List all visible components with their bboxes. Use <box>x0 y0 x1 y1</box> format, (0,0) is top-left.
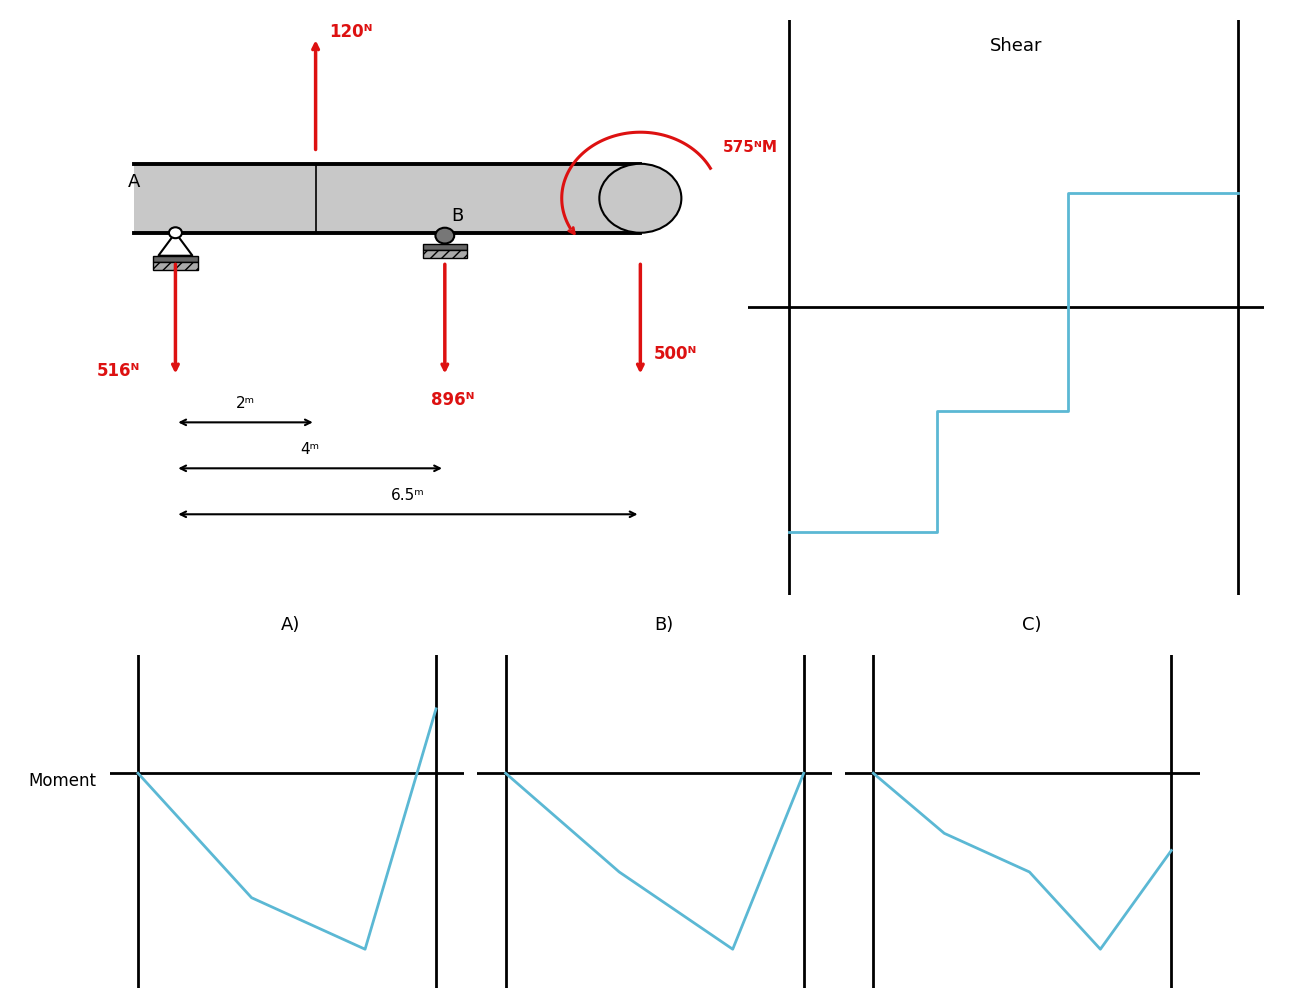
Text: Moment: Moment <box>28 772 97 790</box>
Text: 896ᴺ: 896ᴺ <box>431 391 475 409</box>
Text: A: A <box>128 172 139 191</box>
Text: A): A) <box>280 616 301 634</box>
Bar <box>154 262 197 270</box>
Bar <box>154 256 197 262</box>
Text: 516ᴺ: 516ᴺ <box>97 363 141 380</box>
Bar <box>423 244 467 250</box>
Text: 120ᴺ: 120ᴺ <box>329 23 373 41</box>
Text: 6.5ᵐ: 6.5ᵐ <box>391 488 424 503</box>
Text: 500ᴺ: 500ᴺ <box>654 345 698 363</box>
Text: 2ᵐ: 2ᵐ <box>236 396 255 411</box>
Circle shape <box>600 163 681 233</box>
Text: Shear: Shear <box>991 37 1042 55</box>
Text: B: B <box>451 208 464 225</box>
Polygon shape <box>159 233 192 256</box>
Text: 4ᵐ: 4ᵐ <box>301 442 320 457</box>
Bar <box>423 250 467 258</box>
Text: C): C) <box>1022 616 1042 634</box>
Text: 575ᴺM: 575ᴺM <box>722 140 778 155</box>
Text: B): B) <box>655 616 673 634</box>
Circle shape <box>169 227 182 238</box>
Bar <box>134 163 640 233</box>
Circle shape <box>436 228 454 244</box>
